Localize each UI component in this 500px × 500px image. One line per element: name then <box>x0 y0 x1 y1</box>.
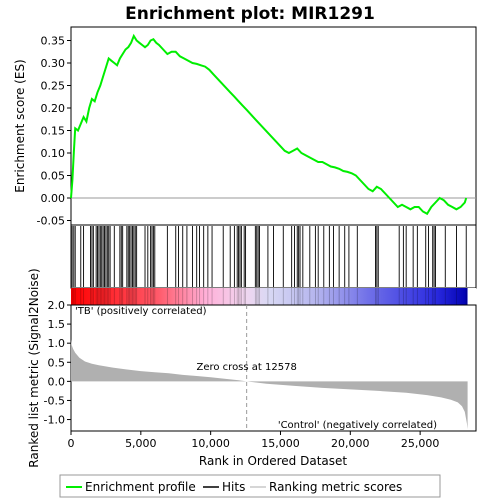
metric-x-axis: 0 5,000 10,000 15,000 20,000 25,000 <box>68 431 440 450</box>
negative-correlation-label: 'Control' (negatively correlated) <box>278 420 437 431</box>
metric-panel-frame <box>70 304 477 432</box>
es-ytick-label: 0.05 <box>41 170 66 183</box>
metric-ytick-label: 0.5 <box>48 356 66 369</box>
es-ytick-label: 0.10 <box>41 147 66 160</box>
es-ytick-label: -0.05 <box>37 215 65 228</box>
positive-correlation-label: 'TB' (positively correlated) <box>75 306 207 317</box>
hits-panel <box>70 224 477 289</box>
metric-ytick-label: -1.0 <box>44 414 65 427</box>
rank-gradient-band <box>71 288 468 305</box>
metric-y-axis: -1.0 -0.5 0.0 0.5 1.0 1.5 2.0 <box>44 299 71 427</box>
es-ytick-label: 0.30 <box>41 57 66 70</box>
metric-xtick-label: 20,000 <box>331 437 370 450</box>
metric-ylabel: Ranked list metric (Signal2Noise) <box>27 268 41 467</box>
es-ytick-label: 0.20 <box>41 102 66 115</box>
es-ytick-label: 0.35 <box>41 35 66 48</box>
es-y-axis: -0.05 0.00 0.05 0.10 0.15 0.20 0.25 0.30 0.35 <box>37 35 71 228</box>
zero-cross-label: Zero cross at 12578 <box>196 362 296 373</box>
metric-xtick-label: 25,000 <box>401 437 440 450</box>
chart-title: Enrichment plot: MIR1291 <box>125 4 375 24</box>
es-ylabel: Enrichment score (ES) <box>13 59 27 192</box>
es-panel: -0.05 0.00 0.05 0.10 0.15 0.20 0.25 0.30 0.35 En… <box>13 26 477 228</box>
es-ytick-label: 0.15 <box>41 125 66 138</box>
metric-ytick-label: -0.5 <box>44 394 65 407</box>
hit-markers <box>71 226 467 287</box>
es-ytick-label: 0.25 <box>41 80 66 93</box>
metric-xtick-label: 5,000 <box>125 437 157 450</box>
legend-metric-label: Ranking metric scores <box>269 480 402 494</box>
metric-ytick-label: 0.0 <box>48 375 66 388</box>
band-padding <box>467 288 476 305</box>
metric-ytick-label: 2.0 <box>48 299 66 312</box>
legend-box <box>59 474 441 498</box>
metric-xlabel: Rank in Ordered Dataset <box>199 454 347 468</box>
metric-panel: -1.0 -0.5 0.0 0.5 1.0 1.5 2.0 0 5,000 10,000 15,0… <box>27 268 477 468</box>
legend-enrichment-label: Enrichment profile <box>85 480 196 494</box>
legend-hits-label: Hits <box>222 480 245 494</box>
ranking-metric-area <box>71 339 468 430</box>
metric-xtick-label: 0 <box>68 437 75 450</box>
es-ytick-label: 0.00 <box>41 192 66 205</box>
enrichment-profile-line <box>70 33 468 216</box>
metric-ytick-label: 1.5 <box>48 318 66 331</box>
metric-ytick-label: 1.0 <box>48 337 66 350</box>
band-hit-lines <box>71 288 467 305</box>
rank-color-band <box>71 288 476 305</box>
metric-xtick-label: 15,000 <box>261 437 300 450</box>
metric-xtick-label: 10,000 <box>191 437 230 450</box>
es-panel-frame <box>70 26 477 226</box>
legend: Enrichment profile Hits Ranking metric s… <box>59 474 441 498</box>
